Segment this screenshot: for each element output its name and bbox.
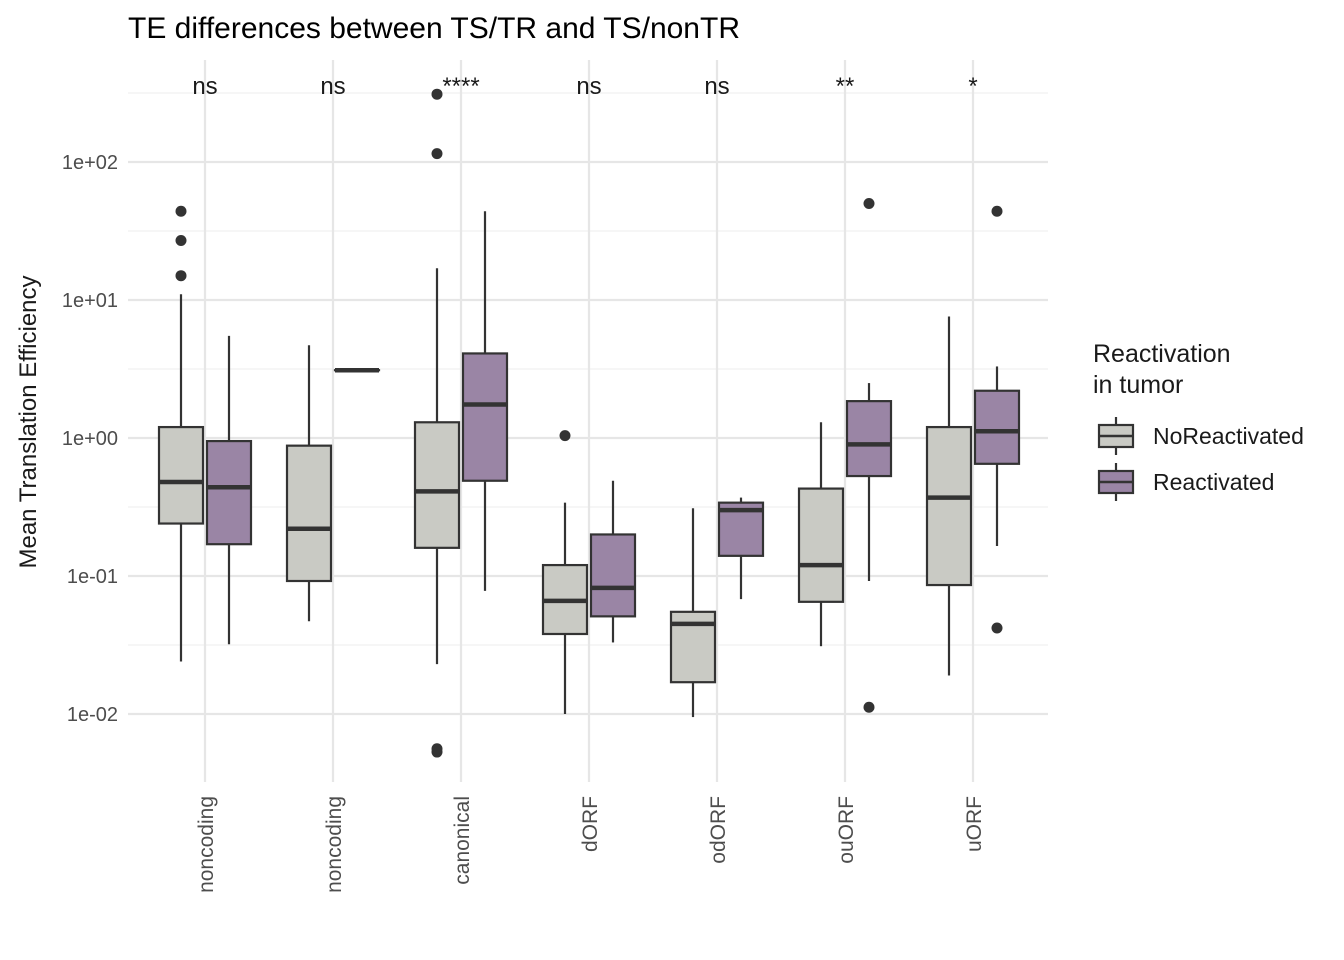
significance-label: ns	[192, 73, 217, 100]
box-noreactivated-canonical	[413, 88, 461, 758]
x-tick-label: dORF	[579, 796, 602, 852]
box-reactivated-dORF	[589, 480, 637, 643]
significance-label: **	[836, 73, 855, 100]
outlier-point	[175, 234, 187, 246]
box-body	[285, 444, 333, 583]
outlier-point	[991, 622, 1003, 634]
x-tick-label: canonical	[451, 796, 474, 885]
legend-title: Reactivation	[1093, 340, 1231, 368]
box-noreactivated-dORF	[541, 430, 589, 714]
box-reactivated-noncoding	[205, 335, 253, 645]
outlier-point	[175, 205, 187, 217]
box-reactivated-uORF	[973, 205, 1021, 634]
box-reactivated-odORF	[717, 497, 765, 600]
x-tick-label: ouORF	[835, 796, 858, 864]
box-body	[205, 439, 253, 546]
y-tick-label: 1e+02	[62, 152, 118, 174]
box-body	[973, 389, 1021, 465]
x-axis-ticks: noncoding noncoding canonical dORF odORF ouOR…	[195, 796, 986, 893]
grid	[128, 60, 1048, 782]
box-body	[589, 533, 637, 618]
outlier-point	[175, 270, 187, 282]
y-axis-ticks: 1e-02 1e-01 1e+00 1e+01 1e+02	[62, 152, 118, 726]
legend-label: NoReactivated	[1153, 423, 1304, 449]
legend-title: in tumor	[1093, 371, 1183, 399]
box-noreactivated-uORF	[925, 316, 973, 676]
outlier-point	[863, 198, 875, 210]
x-tick-label: noncoding	[195, 796, 218, 893]
box-reactivated-ouORF	[845, 198, 893, 713]
x-tick-label: noncoding	[323, 796, 346, 893]
box-noreactivated-noncoding	[157, 205, 205, 662]
significance-label: ****	[442, 73, 479, 100]
y-tick-label: 1e+00	[62, 428, 118, 450]
x-tick-label: odORF	[707, 796, 730, 864]
box-noreactivated-odORF	[669, 508, 717, 718]
y-tick-label: 1e-02	[67, 704, 118, 726]
significance-label: *	[968, 73, 977, 100]
box-noreactivated-ouORF	[797, 422, 845, 647]
significance-label: ns	[576, 73, 601, 100]
box-body	[845, 400, 893, 478]
chart-title: TE differences between TS/TR and TS/nonT…	[128, 12, 740, 45]
box-body	[413, 421, 461, 549]
legend-entry-reactivated: Reactivated	[1097, 463, 1274, 501]
box-noreactivated-noncoding	[285, 345, 333, 622]
outlier-point	[863, 701, 875, 713]
box-body	[157, 425, 205, 525]
legend: Reactivation in tumor NoReactivated Reactiv…	[1093, 340, 1304, 501]
box-body	[925, 425, 973, 587]
box-body	[461, 352, 509, 482]
box-reactivated-canonical	[461, 211, 509, 591]
y-tick-label: 1e-01	[67, 566, 118, 588]
box-body	[797, 487, 845, 603]
legend-label: Reactivated	[1153, 469, 1274, 495]
legend-entry-noreactivated: NoReactivated	[1097, 417, 1304, 455]
outlier-point	[991, 205, 1003, 217]
outlier-point	[431, 743, 443, 755]
y-axis-title: Mean Translation Efficiency	[15, 275, 42, 568]
significance-labels: ns ns **** ns ns ** *	[192, 73, 977, 100]
significance-label: ns	[704, 73, 729, 100]
boxes	[157, 88, 1021, 758]
y-tick-label: 1e+01	[62, 290, 118, 312]
outlier-point	[431, 88, 443, 100]
x-tick-label: uORF	[963, 796, 986, 852]
outlier-point	[431, 148, 443, 160]
significance-label: ns	[320, 73, 345, 100]
outlier-point	[559, 430, 571, 442]
